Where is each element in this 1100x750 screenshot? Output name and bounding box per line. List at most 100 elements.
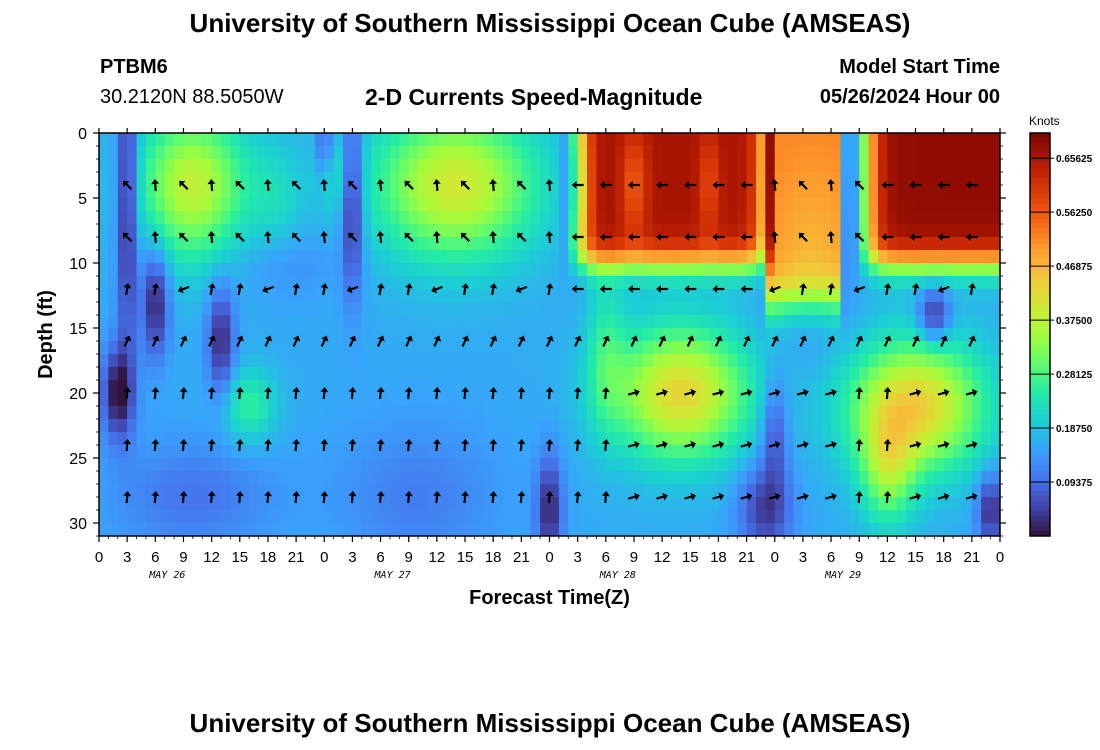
heatmap-cell — [887, 458, 898, 472]
heatmap-cell — [812, 367, 823, 381]
heatmap-cell — [230, 315, 241, 329]
heatmap-cell — [211, 419, 222, 433]
colorbar-segment — [1030, 334, 1050, 341]
heatmap-cell — [155, 393, 166, 407]
heatmap-cell — [343, 276, 353, 290]
heatmap-cell — [568, 510, 579, 524]
heatmap-cell — [915, 172, 926, 186]
heatmap-cell — [286, 393, 297, 407]
heatmap-cell — [455, 211, 466, 225]
heatmap-cell — [746, 380, 757, 394]
heatmap-cell — [924, 419, 935, 433]
heatmap-cell — [896, 510, 907, 524]
heatmap-cell — [127, 497, 137, 511]
heatmap-cell — [267, 250, 278, 264]
heatmap-cell — [971, 198, 982, 212]
x-tick-label: 21 — [288, 549, 305, 566]
heatmap-cell — [633, 237, 644, 251]
heatmap-cell — [399, 133, 410, 147]
heatmap-cell — [521, 159, 532, 173]
heatmap-cell — [502, 510, 513, 524]
heatmap-cell — [624, 237, 635, 251]
heatmap-cell — [361, 341, 372, 355]
heatmap-cell — [587, 471, 597, 485]
heatmap-cell — [418, 250, 428, 264]
heatmap-cell — [868, 250, 879, 264]
x-tick-label: 12 — [879, 549, 896, 566]
heatmap-cell — [99, 380, 109, 394]
heatmap-cell — [662, 224, 672, 238]
heatmap-cell — [305, 432, 316, 446]
current-arrow — [825, 440, 837, 449]
heatmap-cell — [718, 211, 729, 225]
heatmap-cell — [596, 354, 607, 368]
heatmap-cell — [408, 172, 419, 186]
heatmap-cell — [136, 211, 147, 225]
heatmap-cell — [99, 497, 109, 511]
heatmap-cell — [371, 172, 381, 186]
heatmap-cell — [981, 341, 992, 355]
heatmap-cell — [314, 315, 325, 329]
heatmap-cell — [267, 289, 278, 303]
heatmap-cell — [849, 484, 860, 498]
heatmap-cell — [474, 328, 485, 342]
heatmap-cell — [418, 146, 428, 160]
heatmap-cell — [371, 289, 381, 303]
heatmap-cell — [221, 406, 231, 420]
heatmap-cell — [408, 250, 419, 264]
heatmap-cell — [671, 198, 682, 212]
heatmap-cell — [333, 367, 344, 381]
heatmap-cell — [877, 159, 888, 173]
heatmap-cell — [314, 198, 325, 212]
heatmap-cell — [174, 523, 184, 537]
heatmap-cell — [427, 484, 438, 498]
heatmap-cell — [174, 211, 184, 225]
heatmap-cell — [277, 497, 288, 511]
heatmap-cell — [502, 445, 513, 459]
heatmap-cell — [427, 146, 438, 160]
heatmap-cell — [680, 146, 691, 160]
heatmap-cell — [840, 484, 851, 498]
heatmap-cell — [831, 289, 841, 303]
heatmap-cell — [633, 406, 644, 420]
heatmap-cell — [183, 263, 194, 277]
heatmap-cell — [371, 367, 381, 381]
current-arrow — [235, 180, 245, 190]
heatmap-cell — [755, 133, 766, 147]
colorbar-segment — [1030, 389, 1050, 396]
heatmap-cell — [211, 172, 222, 186]
heatmap-cell — [211, 237, 222, 251]
heatmap-cell — [174, 185, 184, 199]
heatmap-cell — [155, 198, 166, 212]
heatmap-cell — [971, 159, 982, 173]
heatmap-cell — [662, 302, 672, 316]
current-arrow — [855, 335, 864, 347]
heatmap-cell — [906, 406, 916, 420]
heatmap-cell — [671, 497, 682, 511]
heatmap-cell — [671, 250, 682, 264]
heatmap-cell — [924, 172, 935, 186]
heatmap-cell — [502, 497, 513, 511]
heatmap-cell — [671, 133, 682, 147]
heatmap-cell — [493, 263, 503, 277]
heatmap-cell — [558, 146, 569, 160]
heatmap-cell — [267, 458, 278, 472]
colorbar-segment — [1030, 344, 1050, 351]
heatmap-cell — [371, 224, 381, 238]
heatmap-cell — [511, 172, 522, 186]
heatmap-cell — [643, 224, 654, 238]
heatmap-cell — [821, 406, 832, 420]
heatmap-cell — [446, 315, 457, 329]
heatmap-cell — [474, 185, 485, 199]
heatmap-cell — [408, 380, 419, 394]
heatmap-cell — [971, 523, 982, 537]
heatmap-cell — [821, 198, 832, 212]
heatmap-cell — [615, 315, 625, 329]
heatmap-cell — [877, 367, 888, 381]
heatmap-cell — [483, 185, 494, 199]
heatmap-cell — [474, 341, 485, 355]
heatmap-cell — [737, 146, 747, 160]
heatmap-cell — [699, 458, 710, 472]
heatmap-cell — [521, 445, 532, 459]
heatmap-cell — [690, 237, 701, 251]
